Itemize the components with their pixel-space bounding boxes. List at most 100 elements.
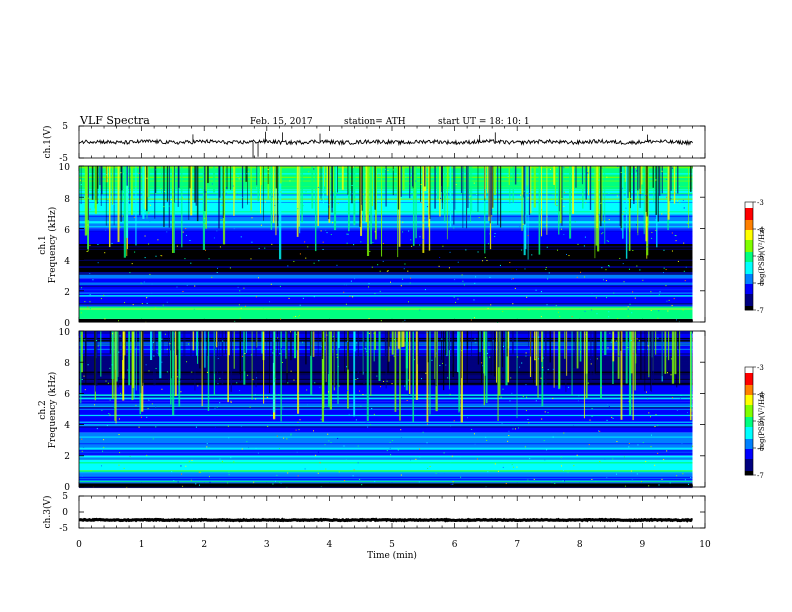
spectrogram-burst	[512, 166, 514, 204]
spectrogram-streak	[451, 331, 453, 364]
spectrogram-speckle	[152, 438, 154, 440]
spectrogram-speckle	[328, 391, 330, 393]
spectrogram-burst	[108, 166, 111, 248]
spectrogram-speckle	[443, 452, 445, 454]
spectrogram-speckle	[369, 250, 371, 252]
spectrogram-speckle	[606, 477, 608, 479]
spectrogram-speckle	[440, 197, 442, 199]
spectrogram-speckle	[486, 439, 488, 441]
colorbar-swatch	[745, 248, 753, 251]
spectrogram-streak	[435, 331, 437, 387]
colorbar-swatch	[745, 455, 753, 458]
spectrogram-speckle	[386, 380, 388, 382]
spectrogram-speckle	[477, 251, 479, 253]
spectrogram-burst	[207, 331, 210, 411]
spectrogram-speckle	[387, 270, 389, 272]
spectrogram-speckle	[186, 284, 188, 286]
spectrogram-burst	[415, 331, 419, 400]
xtick-label: 2	[201, 540, 207, 550]
spectrogram-burst	[84, 166, 88, 236]
spectrogram-speckle	[182, 485, 184, 487]
spectrogram-speckle	[322, 249, 324, 251]
spectrogram-speckle	[435, 472, 437, 474]
spectrogram-speckle	[357, 445, 359, 447]
spectrogram-line	[79, 263, 693, 265]
spectrogram-speckle	[330, 442, 332, 444]
spectrogram-speckle	[450, 425, 452, 427]
spectrogram-streak	[477, 166, 479, 212]
spectrogram-burst	[245, 331, 247, 353]
spectrogram-streak	[512, 331, 514, 355]
spectrogram-streak	[637, 166, 639, 191]
spectrogram-speckle	[606, 419, 608, 421]
spectrogram-speckle	[230, 401, 232, 403]
spectrogram-speckle	[655, 229, 657, 231]
spectrogram-burst	[369, 166, 371, 210]
spectrogram-speckle	[404, 385, 406, 387]
spectrogram-speckle	[661, 219, 663, 221]
spectrogram-speckle	[623, 456, 625, 458]
spectrogram-speckle	[487, 471, 489, 473]
spectrogram-burst	[437, 166, 439, 199]
ch1-waveform-ylabel: ch.1(V)	[42, 126, 53, 159]
spectrogram-line	[79, 219, 693, 222]
spectrogram-burst	[446, 166, 449, 187]
spectrogram-speckle	[272, 352, 274, 354]
spectrogram-burst	[135, 166, 137, 246]
spectrogram-speckle	[393, 353, 395, 355]
colorbar-swatch	[745, 208, 753, 211]
colorbar-swatch	[745, 441, 753, 444]
spectrogram-speckle	[451, 455, 453, 457]
spectrogram-speckle	[551, 200, 553, 202]
colorbar-swatch	[745, 274, 753, 277]
spectrogram-speckle	[517, 427, 519, 429]
spectrogram-speckle	[182, 290, 184, 292]
spectrogram-streak	[427, 331, 429, 363]
spectrogram-burst	[275, 166, 277, 236]
spectrogram-speckle	[180, 391, 182, 393]
spectrogram-speckle	[650, 416, 652, 418]
spectrogram-speckle	[322, 387, 324, 389]
spectrogram-line	[79, 452, 693, 455]
spectrogram-burst	[637, 166, 640, 189]
spectrogram-speckle	[81, 378, 83, 380]
spectrogram-speckle	[475, 342, 477, 344]
spectrogram-speckle	[467, 417, 469, 419]
xtick-label: 6	[452, 540, 458, 550]
spectrogram-burst	[625, 331, 628, 384]
spectrogram-burst	[272, 331, 276, 413]
spectrogram-speckle	[409, 193, 411, 195]
spectrogram-speckle	[146, 454, 148, 456]
ch1-ytick-6: 6	[64, 226, 70, 236]
spectrogram-speckle	[113, 405, 115, 407]
spectrogram-line	[79, 278, 693, 281]
colorbar-swatch	[745, 457, 753, 460]
spectrogram-speckle	[402, 221, 404, 223]
spectrogram-speckle	[214, 426, 216, 428]
spectrogram-speckle	[164, 191, 166, 193]
spectrogram-speckle	[113, 203, 115, 205]
spectrogram-speckle	[508, 435, 510, 437]
colorbar-swatch	[745, 232, 753, 235]
colorbar-swatch	[745, 385, 753, 388]
spectrogram-burst	[105, 166, 108, 183]
spectrogram-burst	[261, 331, 263, 354]
spectrogram-streak	[650, 331, 652, 392]
spectrogram-speckle	[308, 171, 310, 173]
spectrogram-speckle	[469, 195, 471, 197]
spectrogram-speckle	[609, 332, 611, 334]
spectrogram-speckle	[389, 441, 391, 443]
spectrogram-burst	[243, 331, 246, 385]
spectrogram-line	[79, 256, 693, 259]
spectrogram-streak	[635, 331, 638, 354]
spectrogram-speckle	[476, 194, 478, 196]
spectrogram-streak	[359, 166, 361, 227]
spectrogram-line	[79, 261, 693, 263]
spectrogram-streak	[135, 331, 137, 348]
colorbar-swatch	[745, 234, 753, 237]
spectrogram-burst	[690, 331, 692, 409]
spectrogram-speckle	[255, 447, 257, 449]
colorbar-swatch	[745, 276, 753, 279]
spectrogram-line	[79, 443, 693, 445]
